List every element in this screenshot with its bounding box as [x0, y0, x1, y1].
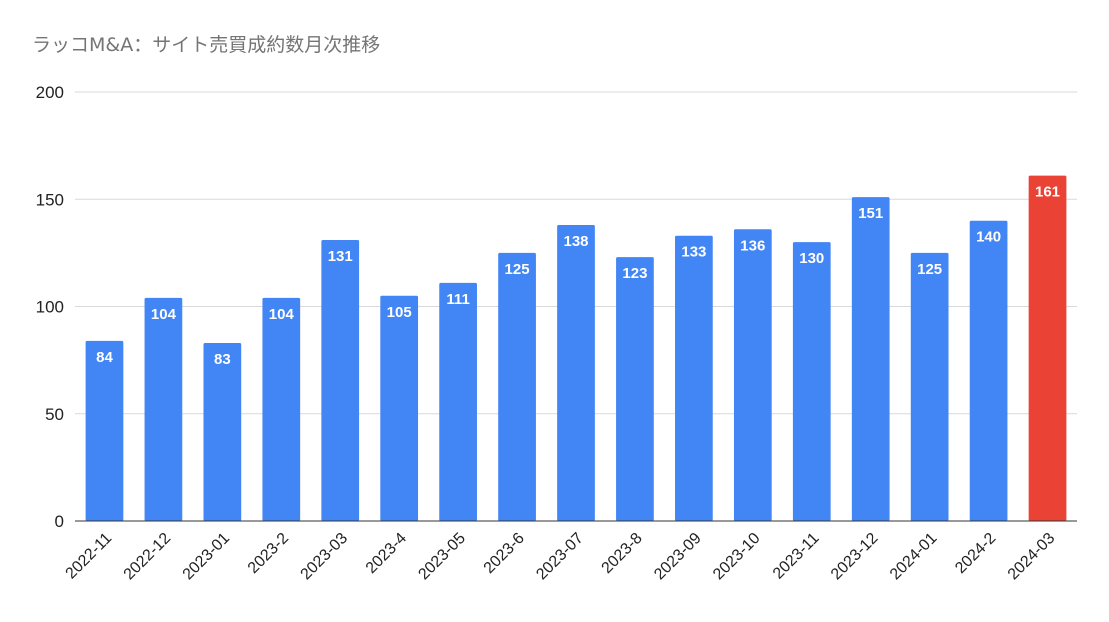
- bar: [910, 252, 949, 521]
- data-label: 140: [976, 229, 1001, 246]
- data-label: 133: [681, 244, 706, 261]
- x-tick-label: 2024-2: [952, 530, 999, 577]
- data-label: 83: [214, 351, 231, 368]
- data-label: 125: [505, 261, 530, 278]
- x-tick-label: 2022-11: [63, 530, 116, 583]
- bar: [439, 282, 477, 521]
- x-tick-label: 2023-07: [533, 530, 587, 584]
- y-tick-label: 50: [45, 405, 64, 424]
- data-label: 161: [1035, 184, 1060, 201]
- y-tick-label: 0: [55, 512, 64, 531]
- data-label: 84: [96, 349, 113, 366]
- x-tick-label: 2024-03: [1005, 530, 1059, 584]
- bar: [969, 220, 1008, 521]
- data-label: 136: [740, 237, 765, 254]
- bar: [675, 235, 713, 521]
- y-axis-ticks: 0 50 100 150 200: [36, 83, 64, 531]
- x-tick-label: 2023-03: [298, 530, 352, 584]
- x-tick-label: 2023-6: [481, 530, 528, 577]
- bar: [380, 295, 419, 521]
- data-label: 130: [799, 250, 824, 267]
- data-label: 104: [269, 306, 295, 323]
- bar: [733, 229, 772, 521]
- x-tick-label: 2022-12: [121, 530, 175, 584]
- bar: [792, 242, 831, 521]
- bar: [144, 297, 183, 521]
- data-label: 111: [446, 291, 469, 308]
- x-tick-label: 2023-12: [828, 530, 882, 584]
- x-axis-ticks: 2022-11 2022-12 2023-01 2023-2 2023-03 2023-4…: [63, 530, 1059, 584]
- chart-title: ラッコM&A：サイト売買成約数月次推移: [32, 34, 381, 56]
- x-tick-label: 2023-2: [245, 530, 292, 577]
- data-label: 104: [151, 306, 177, 323]
- x-tick-label: 2023-4: [363, 530, 410, 577]
- x-tick-label: 2023-01: [180, 530, 234, 584]
- data-labels: 84 104 83 104 131 105 111 125 138 123 133 136 130 151…: [96, 184, 1060, 368]
- bar: [321, 240, 360, 521]
- data-label: 123: [622, 265, 647, 282]
- x-tick-label: 2023-09: [651, 530, 705, 584]
- bar: [851, 197, 890, 522]
- bar: [85, 340, 124, 521]
- bar: [1028, 175, 1067, 521]
- bar: [203, 342, 242, 521]
- data-label: 151: [858, 205, 883, 222]
- x-tick-label: 2023-11: [770, 530, 823, 583]
- bars: [85, 175, 1067, 522]
- bar: [262, 297, 301, 521]
- x-tick-label: 2023-05: [415, 530, 469, 584]
- data-label: 125: [917, 261, 942, 278]
- x-tick-label: 2023-10: [710, 530, 764, 584]
- bar: [498, 252, 536, 521]
- data-label: 138: [563, 233, 588, 250]
- y-tick-label: 100: [36, 298, 64, 317]
- data-label: 105: [387, 304, 412, 321]
- data-label: 131: [328, 248, 353, 265]
- x-tick-label: 2023-8: [599, 530, 646, 577]
- y-tick-label: 200: [36, 83, 64, 102]
- bar: [616, 257, 654, 521]
- y-tick-label: 150: [36, 190, 64, 209]
- bar: [557, 224, 595, 522]
- x-tick-label: 2024-01: [887, 530, 941, 584]
